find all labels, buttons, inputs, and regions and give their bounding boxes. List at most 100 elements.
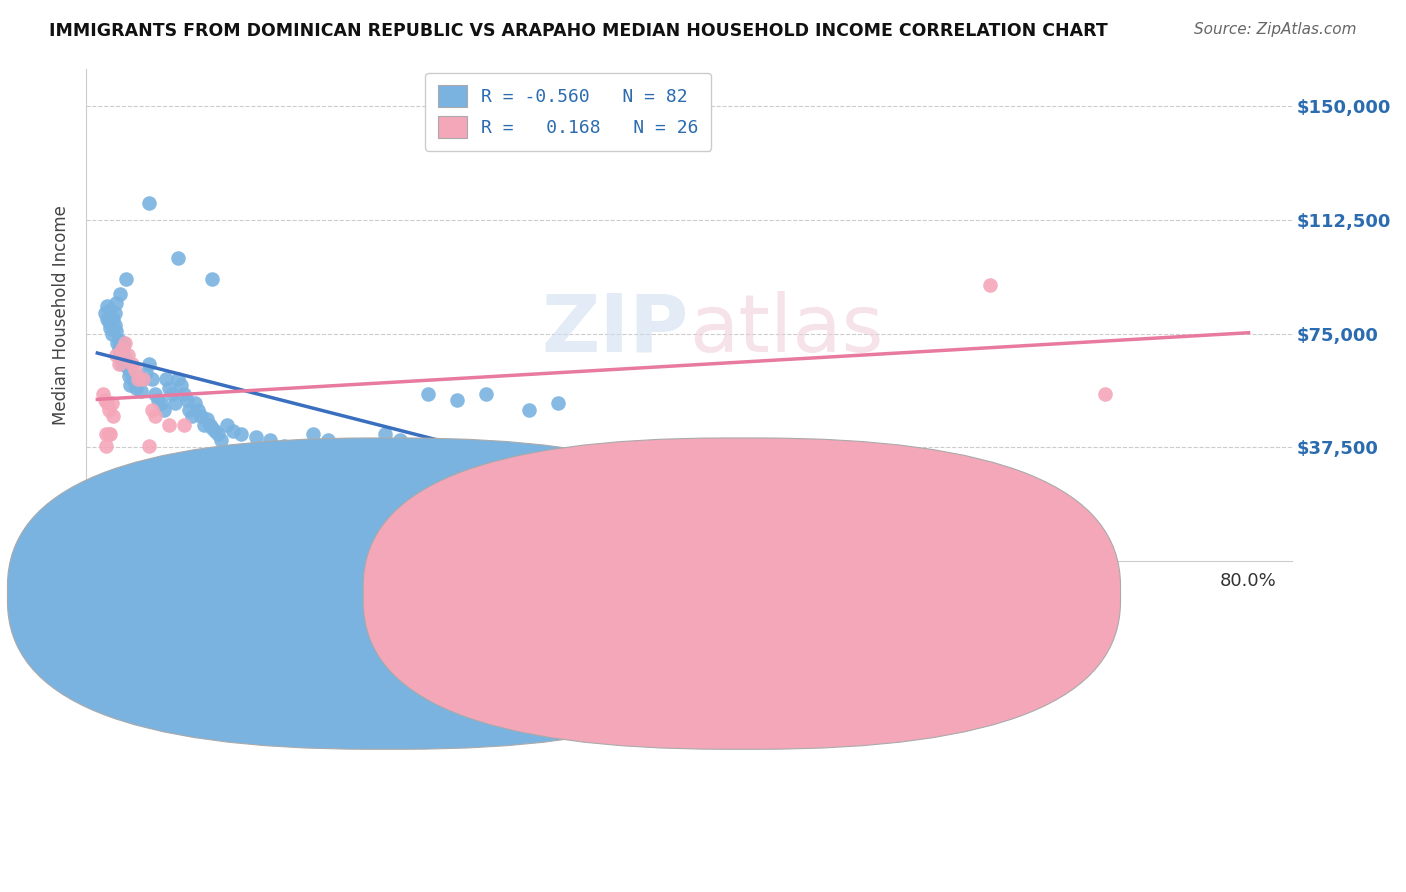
Point [388,433,411,447]
Point [143,409,166,423]
Point [138,357,160,371]
Point [117,360,139,375]
Point [201,421,224,435]
Point [97,315,120,329]
Point [547,396,569,410]
Point [157,381,180,395]
Point [517,402,540,417]
Point [107,335,129,350]
Point [120,378,142,392]
Point [141,372,163,386]
Point [201,272,224,286]
Point [121,366,143,380]
Point [93,305,115,319]
Point [149,396,172,410]
Point [122,372,145,386]
Point [96,396,118,410]
Point [96,300,118,314]
Point [112,335,135,350]
Point [143,387,166,401]
Point [273,439,295,453]
Point [160,387,183,401]
Point [114,335,136,350]
Text: Arapaho: Arapaho [768,584,837,603]
Text: Immigrants from Dominican Republic: Immigrants from Dominican Republic [412,584,721,603]
Point [112,342,135,356]
Point [141,402,163,417]
Text: atlas: atlas [689,291,883,368]
FancyBboxPatch shape [363,438,1121,749]
Point [176,393,198,408]
Point [204,424,226,438]
Point [173,387,195,401]
Point [190,409,212,423]
Point [193,417,215,432]
Point [127,372,149,386]
Point [124,363,146,377]
Point [209,433,232,447]
Point [105,296,128,310]
Point [97,426,120,441]
Point [114,351,136,365]
Point [97,402,120,417]
Text: IMMIGRANTS FROM DOMINICAN REPUBLIC VS ARAPAHO MEDIAN HOUSEHOLD INCOME CORRELATIO: IMMIGRANTS FROM DOMINICAN REPUBLIC VS AR… [49,22,1108,40]
Point [110,348,132,362]
Point [127,376,149,390]
Point [198,417,221,432]
Point [115,272,138,286]
Point [167,251,190,265]
Point [105,324,128,338]
Point [1094,387,1116,401]
Point [104,318,127,332]
Point [418,387,440,401]
Point [157,417,180,432]
Point [179,402,201,417]
Point [146,393,169,408]
Point [111,342,134,356]
Point [98,302,121,317]
Point [96,311,118,326]
Point [124,378,146,392]
Point [215,417,238,432]
Point [173,417,195,432]
Point [94,439,117,453]
Point [402,439,425,453]
Point [979,278,1001,293]
Point [98,320,121,334]
Point [207,426,229,441]
Point [184,396,207,410]
Point [138,439,160,453]
Point [93,393,115,408]
Text: Source: ZipAtlas.com: Source: ZipAtlas.com [1194,22,1357,37]
Text: ZIP: ZIP [541,291,689,368]
Point [259,433,281,447]
Point [100,396,122,410]
Y-axis label: Median Household Income: Median Household Income [52,205,70,425]
Point [101,311,124,326]
Point [152,402,174,417]
Point [155,372,177,386]
Point [91,387,114,401]
Point [302,426,325,441]
Point [132,372,155,386]
Point [446,393,468,408]
Point [170,378,193,392]
Point [117,348,139,362]
Point [111,339,134,353]
Point [316,433,339,447]
FancyBboxPatch shape [7,438,765,749]
Point [187,402,209,417]
Point [94,426,117,441]
Point [132,372,155,386]
Point [181,409,204,423]
Point [101,409,124,423]
Point [104,305,127,319]
Point [108,342,131,356]
Legend: R = -0.560   N = 82, R =   0.168   N = 26: R = -0.560 N = 82, R = 0.168 N = 26 [425,72,711,151]
Point [231,426,253,441]
Point [245,430,267,444]
Point [98,426,121,441]
Point [167,372,190,386]
Point [475,387,498,401]
Point [374,426,396,441]
